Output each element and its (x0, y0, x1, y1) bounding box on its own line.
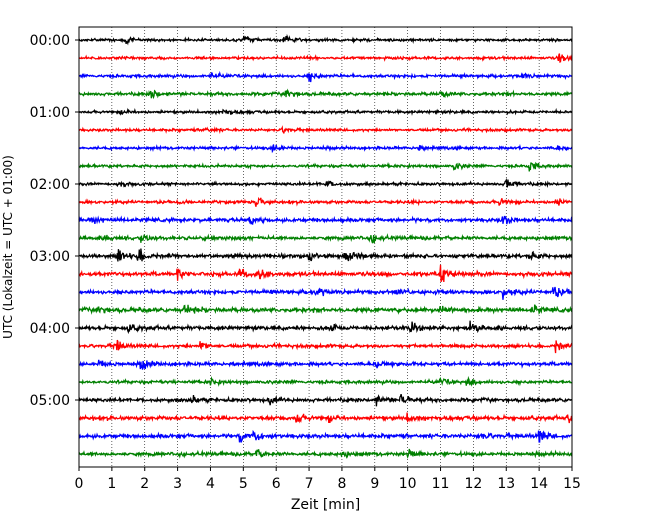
trace-0500 (78, 393, 573, 407)
x-tick-label: 5 (239, 476, 248, 492)
trace-0515 (78, 412, 573, 424)
y-tick-label: 02:00 (30, 177, 70, 193)
y-tick-label: 04:00 (30, 321, 70, 337)
x-tick-label: 6 (272, 476, 281, 492)
x-tick-label: 1 (107, 476, 116, 492)
x-tick-label: 4 (206, 476, 215, 492)
trace-0545 (78, 448, 573, 459)
x-tick-label: 10 (399, 476, 417, 492)
x-tick-label: 8 (337, 476, 346, 492)
grid-lines (111, 27, 540, 467)
x-tick-label: 14 (530, 476, 548, 492)
trace-0400 (78, 320, 573, 335)
trace-0045 (78, 88, 573, 100)
x-axis-label: Zeit [min] (291, 497, 360, 513)
y-axis-label: UTC (Lokalzeit = UTC + 01:00) (1, 155, 15, 339)
trace-0430 (78, 359, 573, 370)
trace-0200 (78, 177, 573, 189)
x-tick-label: 0 (75, 476, 84, 492)
trace-0030 (78, 70, 573, 83)
x-tick-label: 7 (305, 476, 314, 492)
trace-0230 (78, 215, 573, 225)
x-tick-label: 2 (140, 476, 149, 492)
trace-0215 (78, 196, 573, 207)
trace-0115 (78, 125, 573, 134)
trace-0245 (78, 233, 573, 244)
y-tick-label: 05:00 (30, 393, 70, 409)
trace-0445 (78, 375, 573, 387)
trace-0130 (78, 143, 573, 154)
x-tick-label: 9 (370, 476, 379, 492)
y-tick-label: 03:00 (30, 249, 70, 265)
plot-frame (78, 26, 573, 468)
x-axis-ticks: 0 1 2 3 4 5 6 7 8 9 10 11 12 13 14 15 (75, 467, 581, 492)
trace-0345 (78, 304, 573, 315)
trace-0000 (78, 33, 573, 46)
y-axis-ticks: 00:00 01:00 02:00 03:00 04:00 05:00 (30, 33, 79, 409)
trace-0100 (78, 107, 573, 116)
trace-0330 (78, 286, 573, 300)
y-tick-label: 01:00 (30, 105, 70, 121)
trace-0530 (78, 429, 573, 443)
trace-0415 (78, 339, 573, 354)
y-tick-label: 00:00 (30, 33, 70, 49)
trace-0300 (78, 248, 573, 262)
trace-0015 (78, 53, 573, 63)
seismic-traces (78, 33, 573, 459)
x-tick-label: 15 (563, 476, 581, 492)
x-tick-label: 12 (464, 476, 482, 492)
trace-0145 (78, 161, 573, 172)
trace-0315 (78, 264, 573, 283)
x-tick-label: 3 (173, 476, 182, 492)
x-tick-label: 11 (432, 476, 450, 492)
x-tick-label: 13 (497, 476, 515, 492)
